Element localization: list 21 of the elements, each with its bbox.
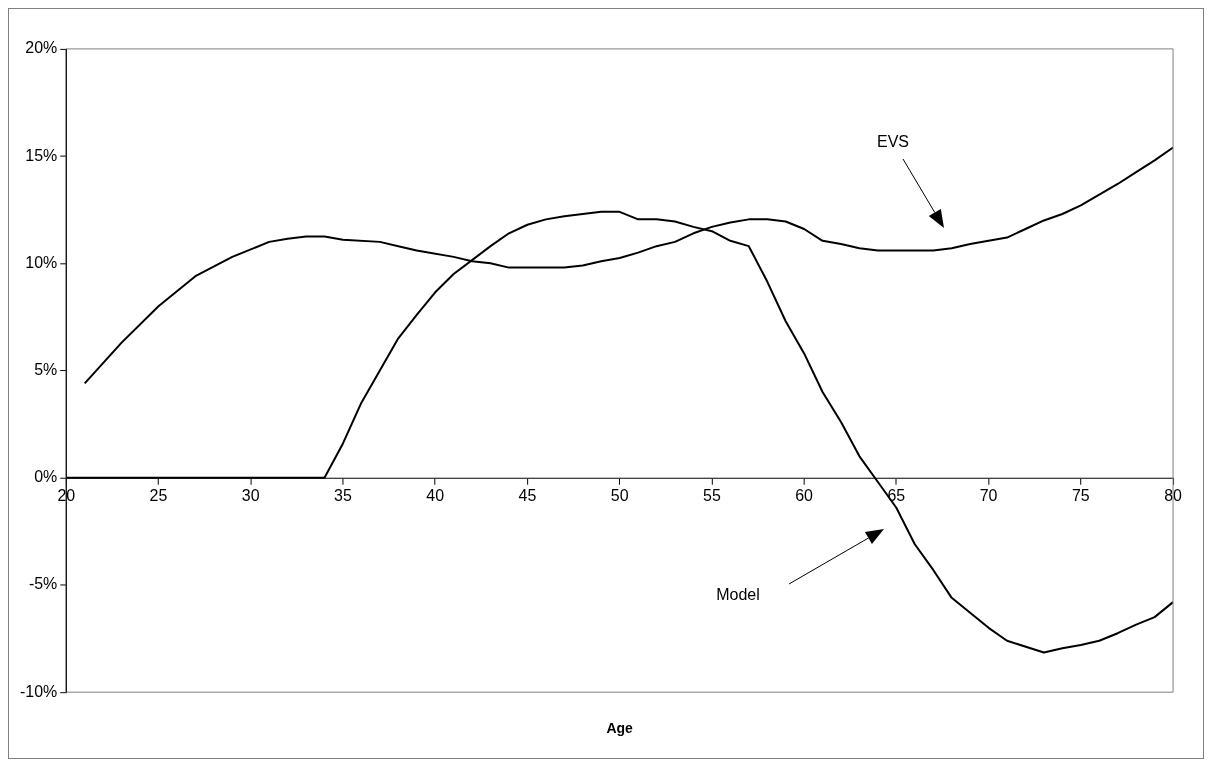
y-tick-label: 15% [25, 146, 58, 164]
x-tick-label: 60 [795, 486, 814, 504]
x-tick-label: 45 [518, 486, 537, 504]
y-tick-label: 20% [25, 39, 58, 57]
y-tick-label: 10% [25, 253, 58, 271]
x-tick-label: 35 [334, 486, 352, 504]
y-tick-label: 5% [34, 360, 58, 378]
x-axis-title: Age [606, 719, 634, 736]
x-tick-label: 25 [149, 486, 168, 504]
x-tick-label: 40 [426, 486, 445, 504]
annotation: Model [716, 586, 760, 604]
x-tick-label: 55 [703, 486, 721, 504]
y-tick-label: -5% [28, 575, 58, 593]
x-tick-label: 70 [979, 486, 998, 504]
x-tick-label: 75 [1071, 486, 1090, 504]
y-tick-label: 0% [34, 468, 58, 486]
x-tick-label: 30 [241, 486, 260, 504]
x-tick-label: 50 [610, 486, 629, 504]
y-tick-label: -10% [20, 682, 58, 700]
annotation: EVS [876, 133, 910, 151]
x-tick-label: 80 [1164, 486, 1183, 504]
